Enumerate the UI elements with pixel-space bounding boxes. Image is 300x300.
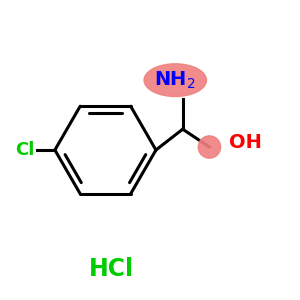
Text: HCl: HCl [89,257,134,281]
Text: Cl: Cl [15,141,34,159]
Ellipse shape [198,136,220,158]
Text: OH: OH [229,133,262,152]
Text: NH$_2$: NH$_2$ [154,70,196,91]
Ellipse shape [144,64,206,97]
